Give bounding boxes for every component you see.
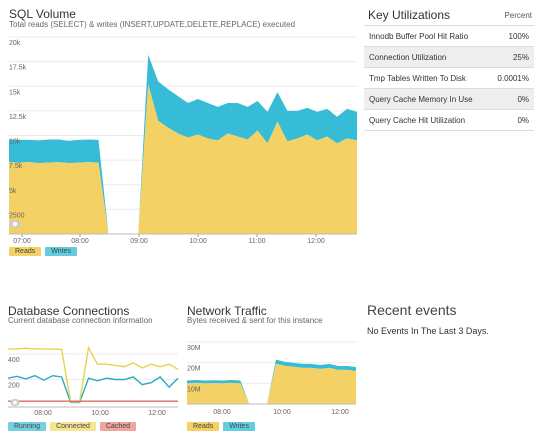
- row-label: Query Cache Memory In Use: [369, 94, 473, 104]
- sql-volume-panel: SQL Volume Total reads (SELECT) & writes…: [0, 0, 360, 260]
- db-connections-panel: Database Connections Current database co…: [0, 300, 182, 440]
- network-traffic-subtitle: Bytes received & sent for this instance: [187, 316, 323, 325]
- sql-x-tick-label: 10:00: [189, 238, 207, 245]
- db-y-tick-label: 200: [8, 383, 20, 390]
- legend-writes[interactable]: Writes: [223, 422, 255, 431]
- nt-y-tick-label: 10M: [187, 386, 201, 393]
- row-value: 0%: [517, 115, 529, 125]
- sql-y-tick-label: 2500: [9, 212, 25, 219]
- key-utilizations-title: Key Utilizations: [368, 8, 451, 22]
- row-label: Connection Utilization: [369, 52, 447, 62]
- nt-x-tick-label: 08:00: [213, 409, 231, 416]
- sql-x-tick-label: 09:00: [130, 238, 148, 245]
- db-x-tick-label: 08:00: [34, 410, 52, 417]
- camera-icon[interactable]: [9, 398, 21, 407]
- sql-y-tick-label: 20k: [9, 40, 21, 47]
- row-value: 0.0001%: [497, 73, 529, 83]
- legend-reads[interactable]: Reads: [9, 247, 42, 256]
- db-y-tick-label: 400: [8, 357, 20, 364]
- legend-reads[interactable]: Reads: [187, 422, 220, 431]
- table-row: Query Cache Hit Utilization 0%: [364, 110, 534, 131]
- row-value: 0%: [517, 94, 529, 104]
- db-connections-title: Database Connections: [8, 304, 130, 318]
- table-row: Connection Utilization 25%: [364, 47, 534, 68]
- network-traffic-title: Network Traffic: [187, 304, 267, 318]
- network-traffic-panel: Network Traffic Bytes received & sent fo…: [182, 300, 362, 440]
- sql-y-tick-label: 12.5k: [9, 114, 27, 121]
- sql-volume-subtitle: Total reads (SELECT) & writes (INSERT,UP…: [9, 20, 296, 29]
- row-value: 100%: [508, 31, 529, 41]
- network-traffic-chart[interactable]: 30M 20M 10M 08:00 10:00 12:00: [182, 300, 362, 440]
- sql-x-tick-label: 08:00: [71, 238, 89, 245]
- sql-x-tick-label: 12:00: [307, 238, 325, 245]
- sql-y-tick-label: 10k: [9, 139, 21, 146]
- percent-column-header: Percent: [504, 11, 532, 20]
- sql-x-tick-label: 11:00: [249, 238, 266, 245]
- db-x-tick-label: 12:00: [148, 410, 166, 417]
- row-label: Innodb Buffer Pool Hit Ratio: [369, 31, 469, 41]
- sql-y-tick-label: 15k: [9, 89, 21, 96]
- legend-writes[interactable]: Writes: [45, 247, 77, 256]
- table-row: Tmp Tables Written To Disk 0.0001%: [364, 68, 534, 89]
- table-row: Innodb Buffer Pool Hit Ratio 100%: [364, 26, 534, 47]
- camera-icon[interactable]: [8, 219, 22, 229]
- nt-y-tick-label: 30M: [187, 345, 201, 352]
- legend-running[interactable]: Running: [8, 422, 47, 431]
- legend-cached[interactable]: Cached: [99, 422, 137, 431]
- reads-area: [187, 363, 356, 404]
- writes-area: [187, 359, 356, 404]
- row-label: Query Cache Hit Utilization: [369, 115, 466, 125]
- connected-line: [8, 345, 179, 403]
- running-line: [7, 374, 179, 404]
- sql-x-tick-label: 07:00: [13, 238, 31, 245]
- writes-area: [9, 54, 357, 235]
- table-row: Query Cache Memory In Use 0%: [364, 89, 534, 110]
- row-value: 25%: [512, 52, 529, 62]
- legend-connected[interactable]: Connected: [50, 422, 96, 431]
- nt-x-tick-label: 10:00: [273, 409, 291, 416]
- reads-area: [9, 84, 357, 234]
- sql-volume-title: SQL Volume: [9, 7, 76, 21]
- row-label: Tmp Tables Written To Disk: [369, 73, 466, 83]
- sql-volume-chart[interactable]: 20k 17.5k 15k 12.5k 10k 7.5k 5k 2500 07:00 08:00…: [0, 0, 360, 260]
- sql-y-tick-label: 5k: [9, 188, 17, 195]
- recent-events-empty-message: No Events In The Last 3 Days.: [367, 326, 489, 336]
- recent-events-title: Recent events: [367, 302, 457, 318]
- db-connections-chart[interactable]: 400 200 08:00 10:00 12:00: [0, 300, 182, 440]
- key-utilizations-table: Innodb Buffer Pool Hit Ratio 100% Connec…: [364, 25, 534, 131]
- nt-y-tick-label: 20M: [187, 366, 201, 373]
- db-x-tick-label: 10:00: [91, 410, 109, 417]
- nt-x-tick-label: 12:00: [331, 409, 349, 416]
- db-connections-subtitle: Current database connection information: [8, 316, 153, 325]
- sql-y-tick-label: 17.5k: [9, 65, 27, 72]
- sql-y-tick-label: 7.5k: [9, 163, 23, 170]
